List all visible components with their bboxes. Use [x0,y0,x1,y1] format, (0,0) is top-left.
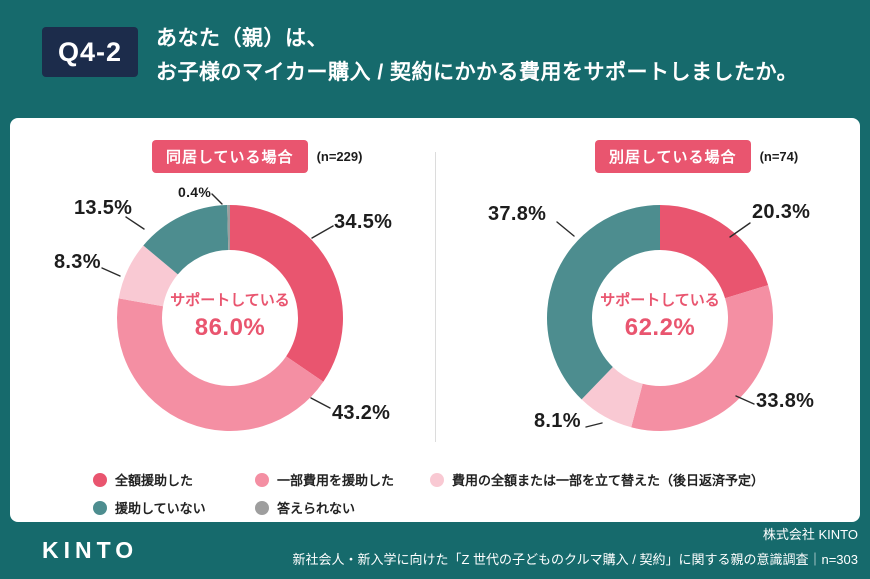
pct-label: 13.5% [74,197,133,219]
legend-dot [255,500,269,515]
donut-segment [118,245,178,307]
legend-dot [255,472,269,487]
chart-header-living-together: 同居している場合 (n=229) [152,140,362,173]
pct-label: 20.3% [752,201,811,223]
legend-item: 援助していない [93,498,206,517]
kinto-logo: KINTO [42,537,139,563]
donut-segment [227,205,230,251]
pct-label: 34.5% [334,211,393,233]
donut-segment [547,205,660,400]
page-title-line2: お子様のマイカー購入 / 契約にかかる費用をサポートしましたか。 [156,61,799,84]
center-value: 62.2% [624,314,696,341]
page-title: あなた（親）は、 お子様のマイカー購入 / 契約にかかる費用をサポートしましたか… [156,22,798,90]
vertical-divider [435,152,436,442]
donut-segment [143,205,229,275]
donut-segment [581,366,643,428]
donut-center-text: サポートしている 62.2% [570,289,750,342]
page-title-line1: あなた（親）は、 [156,27,328,50]
donut-chart-living-apart [547,205,773,431]
footer-survey-description: 新社会人・新入学に向けた「Z 世代の子どものクルマ購入 / 契約」に関する親の意… [292,552,858,567]
pct-label: 0.4% [178,184,212,200]
donut-segment [631,285,773,431]
center-value: 86.0% [194,314,266,341]
donut-segment [660,205,769,299]
legend-label: 全額援助した [115,473,194,488]
question-number-badge: Q4-2 [42,27,138,77]
center-label: サポートしている [170,292,290,309]
legend-dot [430,472,444,487]
legend-item: 費用の全額または一部を立て替えた（後日返済予定） [430,470,764,489]
pct-label: 37.8% [488,203,547,225]
donut-chart-living-together [116,205,343,431]
pct-label: 43.2% [332,402,391,424]
pct-label: 33.8% [756,390,815,412]
sample-size-label: (n=74) [759,149,799,164]
legend-label: 援助していない [115,501,206,516]
pct-label: 8.3% [54,251,101,273]
donut-center-text: サポートしている 86.0% [140,289,320,342]
legend-label: 答えられない [277,501,356,516]
legend-item: 全額援助した [93,470,193,489]
donut-segment [230,205,343,382]
legend-dot [93,472,107,487]
donut-segment [116,298,324,431]
chart-header-living-apart: 別居している場合 (n=74) [595,140,798,173]
legend-item: 答えられない [255,498,355,517]
legend-label: 一部費用を援助した [277,473,395,488]
legend-item: 一部費用を援助した [255,470,394,489]
legend-label: 費用の全額または一部を立て替えた（後日返済予定） [452,473,765,488]
chart-title-badge: 同居している場合 [152,140,308,173]
chart-title-badge: 別居している場合 [595,140,751,173]
sample-size-label: (n=229) [316,149,363,164]
legend-dot [93,500,107,515]
center-label: サポートしている [600,292,720,309]
pct-label: 8.1% [534,410,581,432]
footer-company: 株式会社 KINTO [762,527,858,542]
